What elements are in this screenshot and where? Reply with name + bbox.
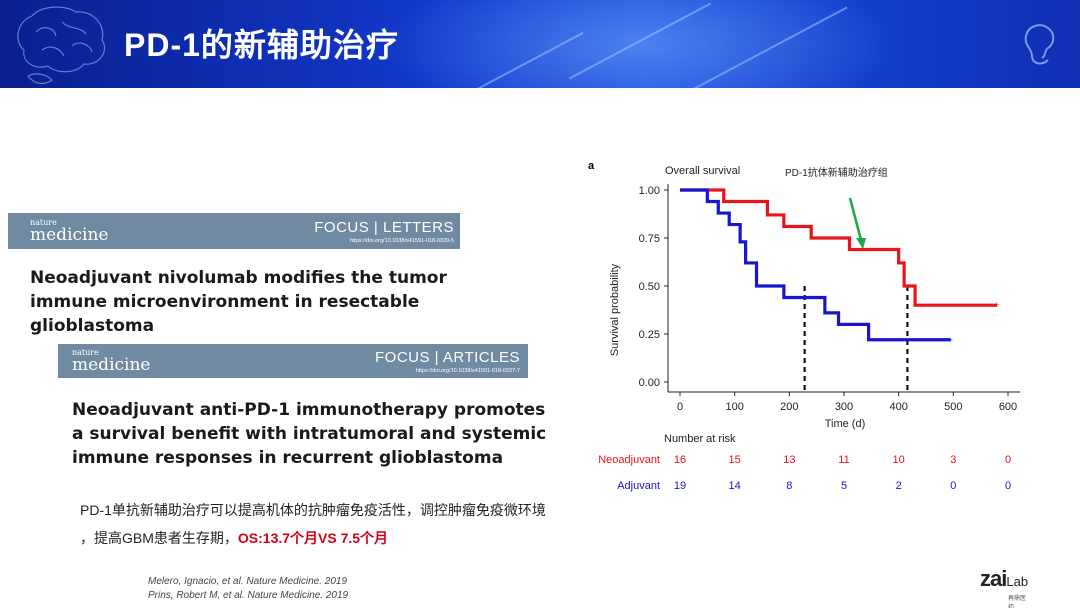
risk-value: 11 [838,454,849,466]
paper-title-1: Neoadjuvant nivolumab modifies the tumor… [30,266,447,338]
paper-title-line: immune microenvironment in resectable [30,292,420,312]
x-tick-label: 500 [944,401,962,413]
y-tick-label: 0.75 [639,233,660,245]
y-tick-label: 0.00 [639,377,660,389]
journal-logo-small: nature [30,217,57,227]
risk-value: 0 [1005,480,1011,492]
survival-chart: a Overall survival PD-1抗体新辅助治疗组 0.00 0.25… [588,160,1020,492]
references: Melero, Ignacio, et al. Nature Medicine.… [148,575,348,603]
risk-value: 13 [783,454,795,466]
summary-line-2: ，提高GBM患者生存期，OS:13.7个月VS 7.5个月 [80,524,546,552]
risk-value: 0 [1005,454,1011,466]
summary-line-1: PD-1单抗新辅助治疗可以提高机体的抗肿瘤免疫活性，调控肿瘤免疫微环境 [80,502,546,518]
risk-value: 0 [950,480,956,492]
chart-title: Overall survival [665,165,740,177]
risk-value: 2 [896,480,902,492]
chart-panel-label: a [588,160,595,172]
risk-value: 8 [786,480,792,492]
journal-logo: nature medicine [72,347,151,375]
page-title: PD-1的新辅助治疗 [124,27,399,63]
paper-title-2: Neoadjuvant anti-PD-1 immunotherapy prom… [72,398,546,470]
journal-logo-big: medicine [72,354,151,375]
risk-table-header: Number at risk [664,433,736,445]
header-glow [380,0,900,88]
x-tick-label: 300 [835,401,853,413]
risk-value: 15 [729,454,741,466]
x-tick-label: 200 [780,401,798,413]
logo-subtitle: 再鼎医药 [1008,596,1027,608]
series-line-adjuvant [680,188,951,342]
journal-doi: https://doi.org/10.1038/s41591-018-0337-… [415,367,520,374]
x-tick-label: 400 [889,401,907,413]
annotation-arrow-shaft [848,197,863,241]
journal-doi: https://doi.org/10.1038/s41591-018-0339-… [349,237,454,244]
y-tick-label: 1.00 [639,185,660,197]
paper-title-line: immune responses in recurrent glioblasto… [72,448,504,468]
ear-icon [1024,24,1055,65]
censor-mark: + [994,300,999,310]
x-tick-label: 0 [677,401,683,413]
risk-value: 14 [729,480,741,492]
logo-zai: zai [980,566,1007,591]
x-tick-label: 600 [999,401,1017,413]
journal-section: FOCUS | LETTERS [314,218,454,236]
risk-value: 16 [674,454,686,466]
risk-row-label-neoadjuvant: Neoadjuvant [598,454,660,466]
y-tick-label: 0.25 [639,329,660,341]
risk-value: 19 [674,480,686,492]
y-tick-label: 0.50 [639,281,660,293]
risk-value: 5 [841,480,847,492]
summary-os-highlight: OS:13.7个月VS 7.5个月 [237,530,389,546]
risk-row-label-adjuvant: Adjuvant [617,480,660,492]
journal-banner-articles: nature medicine FOCUS | ARTICLES https:/… [58,344,528,378]
chart-annotation: PD-1抗体新辅助治疗组 [785,166,888,179]
logo-lab: Lab [1006,574,1029,589]
paper-title-line: Neoadjuvant anti-PD-1 immunotherapy prom… [72,400,546,420]
paper-title-line: glioblastoma [30,316,155,336]
annotation-arrow-head [856,238,866,249]
censor-mark: + [948,335,953,345]
chart-ylabel: Survival probability [609,263,621,356]
reference-item: Prins, Robert M, et al. Nature Medicine.… [148,590,349,601]
x-tick-label: 100 [725,401,743,413]
journal-banner-letters: nature medicine FOCUS | LETTERS https://… [8,213,460,249]
header-banner: PD-1的新辅助治疗 [0,0,1080,88]
journal-section: FOCUS | ARTICLES [375,348,520,366]
risk-value: 3 [950,454,956,466]
journal-logo-big: medicine [30,224,109,245]
paper-title-line: Neoadjuvant nivolumab modifies the tumor [30,268,447,288]
series-line-neoadjuvant [680,188,998,307]
summary-line-2-prefix: ，提高GBM患者生存期， [80,530,238,546]
brain-icon [17,6,106,85]
risk-value: 10 [893,454,905,466]
reference-item: Melero, Ignacio, et al. Nature Medicine.… [148,576,347,587]
journal-logo-small: nature [72,347,99,357]
journal-logo: nature medicine [30,217,109,245]
zailab-logo: zaiLab 再鼎医药 [980,566,1029,608]
chart-xlabel: Time (d) [825,418,866,430]
summary-text: PD-1单抗新辅助治疗可以提高机体的抗肿瘤免疫活性，调控肿瘤免疫微环境 ，提高G… [80,496,546,552]
paper-title-line: a survival benefit with intratumoral and… [72,424,547,444]
